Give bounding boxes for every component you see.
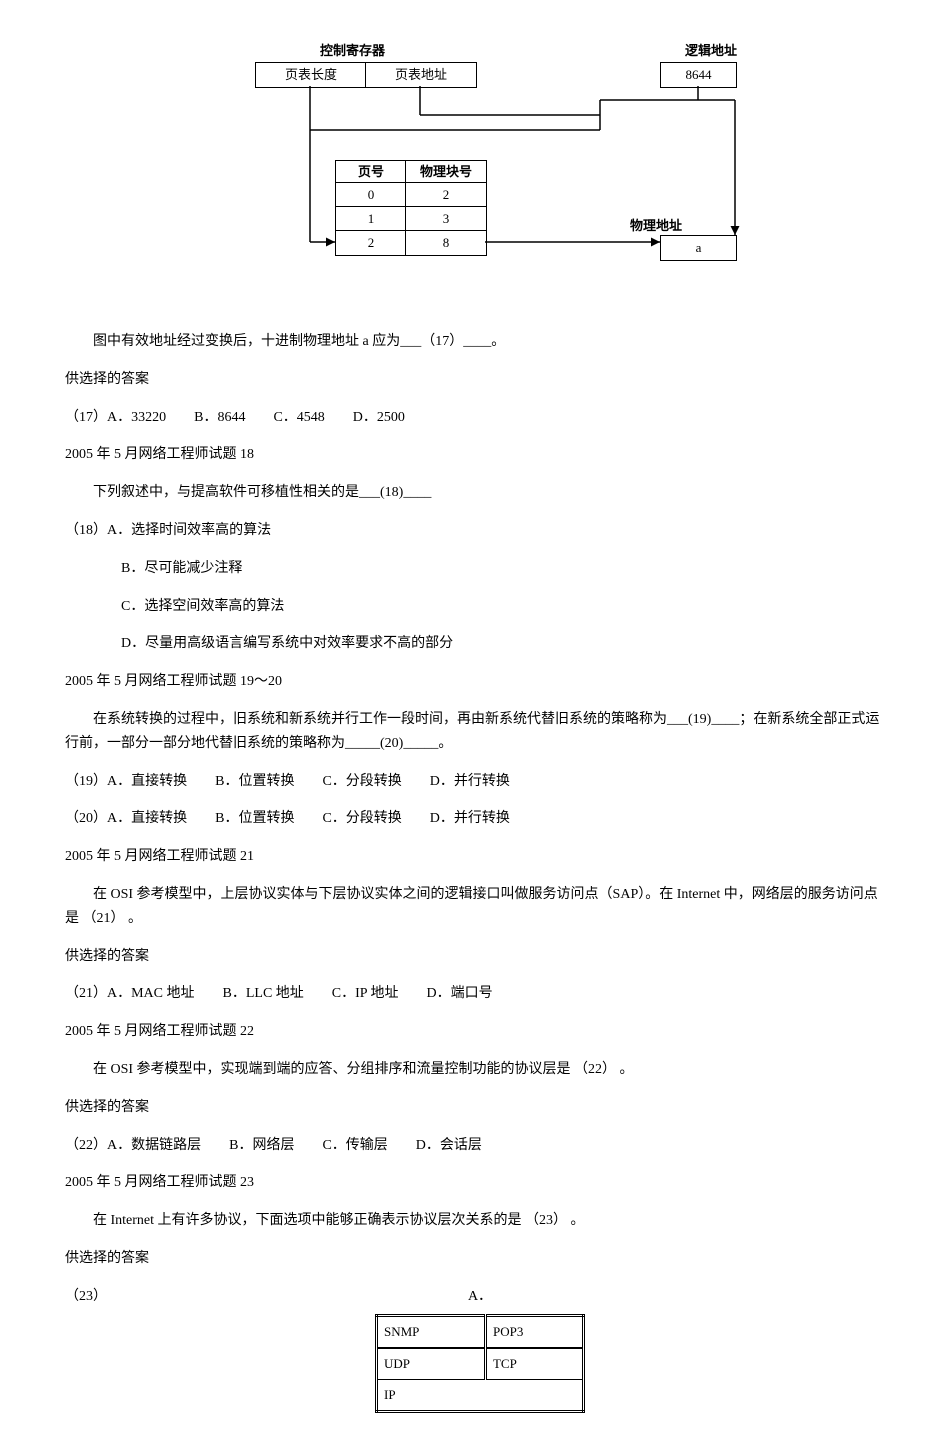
- physical-address-label: 物理地址: [630, 215, 682, 237]
- post-diagram-line: 图中有效地址经过变换后，十进制物理地址 a 应为___（17）____。: [65, 330, 885, 354]
- q17-options: （17）A．33220 B．8644 C．4548 D．2500: [65, 406, 885, 430]
- row1-pb: 3: [405, 206, 487, 232]
- q1920-stem: 在系统转换的过程中，旧系统和新系统并行工作一段时间，再由新系统代替旧系统的策略称…: [65, 708, 885, 756]
- page-no-header: 页号: [335, 160, 407, 184]
- q18-stem: 下列叙述中，与提高软件可移植性相关的是___(18)____: [65, 481, 885, 505]
- cell-pop3: POP3: [485, 1315, 583, 1348]
- q22-options: （22）A．数据链路层 B．网络层 C．传输层 D．会话层: [65, 1134, 885, 1158]
- protocol-table-a: SNMP POP3 UDP TCP IP: [375, 1314, 585, 1413]
- answer-prompt-21: 供选择的答案: [65, 945, 885, 969]
- logical-value-box: 8644: [660, 62, 737, 88]
- q21-options: （21）A．MAC 地址 B．LLC 地址 C．IP 地址 D．端口号: [65, 982, 885, 1006]
- q23-number: （23）: [65, 1285, 375, 1418]
- title-23: 2005 年 5 月网络工程师试题 23: [65, 1171, 885, 1195]
- q18-opt-c: C．选择空间效率高的算法: [65, 595, 885, 619]
- q23-stem: 在 Internet 上有许多协议，下面选项中能够正确表示协议层次关系的是 （2…: [65, 1209, 885, 1233]
- cell-tcp: TCP: [485, 1348, 583, 1380]
- title-21: 2005 年 5 月网络工程师试题 21: [65, 845, 885, 869]
- row0-pb: 2: [405, 182, 487, 208]
- title-1920: 2005 年 5 月网络工程师试题 19～20: [65, 670, 885, 694]
- control-register-label: 控制寄存器: [320, 40, 385, 62]
- title-18: 2005 年 5 月网络工程师试题 18: [65, 443, 885, 467]
- q21-stem: 在 OSI 参考模型中，上层协议实体与下层协议实体之间的逻辑接口叫做服务访问点（…: [65, 883, 885, 931]
- cell-snmp: SNMP: [377, 1315, 486, 1348]
- opt-a-label: A．: [375, 1285, 585, 1309]
- row1-pn: 1: [335, 206, 407, 232]
- q18-opt-a: （18）A．选择时间效率高的算法: [65, 519, 885, 543]
- q20-options: （20）A．直接转换 B．位置转换 C．分段转换 D．并行转换: [65, 807, 885, 831]
- phys-block-header: 物理块号: [405, 160, 487, 184]
- answer-prompt-22: 供选择的答案: [65, 1096, 885, 1120]
- q22-stem: 在 OSI 参考模型中，实现端到端的应答、分组排序和流量控制功能的协议层是 （2…: [65, 1058, 885, 1082]
- row2-pn: 2: [335, 230, 407, 256]
- row0-pn: 0: [335, 182, 407, 208]
- answer-prompt-23: 供选择的答案: [65, 1247, 885, 1271]
- answer-prompt-17: 供选择的答案: [65, 368, 885, 392]
- row2-pb: 8: [405, 230, 487, 256]
- page-table-addr-box: 页表地址: [365, 62, 477, 88]
- page-table-length-box: 页表长度: [255, 62, 367, 88]
- logical-address-label: 逻辑地址: [685, 40, 737, 62]
- q19-options: （19）A．直接转换 B．位置转换 C．分段转换 D．并行转换: [65, 770, 885, 794]
- cell-ip: IP: [377, 1379, 584, 1411]
- q18-opt-b: B．尽可能减少注释: [65, 557, 885, 581]
- cell-udp: UDP: [377, 1348, 486, 1380]
- paging-diagram: 控制寄存器 逻辑地址 页表长度 页表地址 8644 页号 物理块号 0 2 1 …: [205, 40, 745, 300]
- q18-opt-d: D．尽量用高级语言编写系统中对效率要求不高的部分: [65, 632, 885, 656]
- title-22: 2005 年 5 月网络工程师试题 22: [65, 1020, 885, 1044]
- a-box: a: [660, 235, 737, 261]
